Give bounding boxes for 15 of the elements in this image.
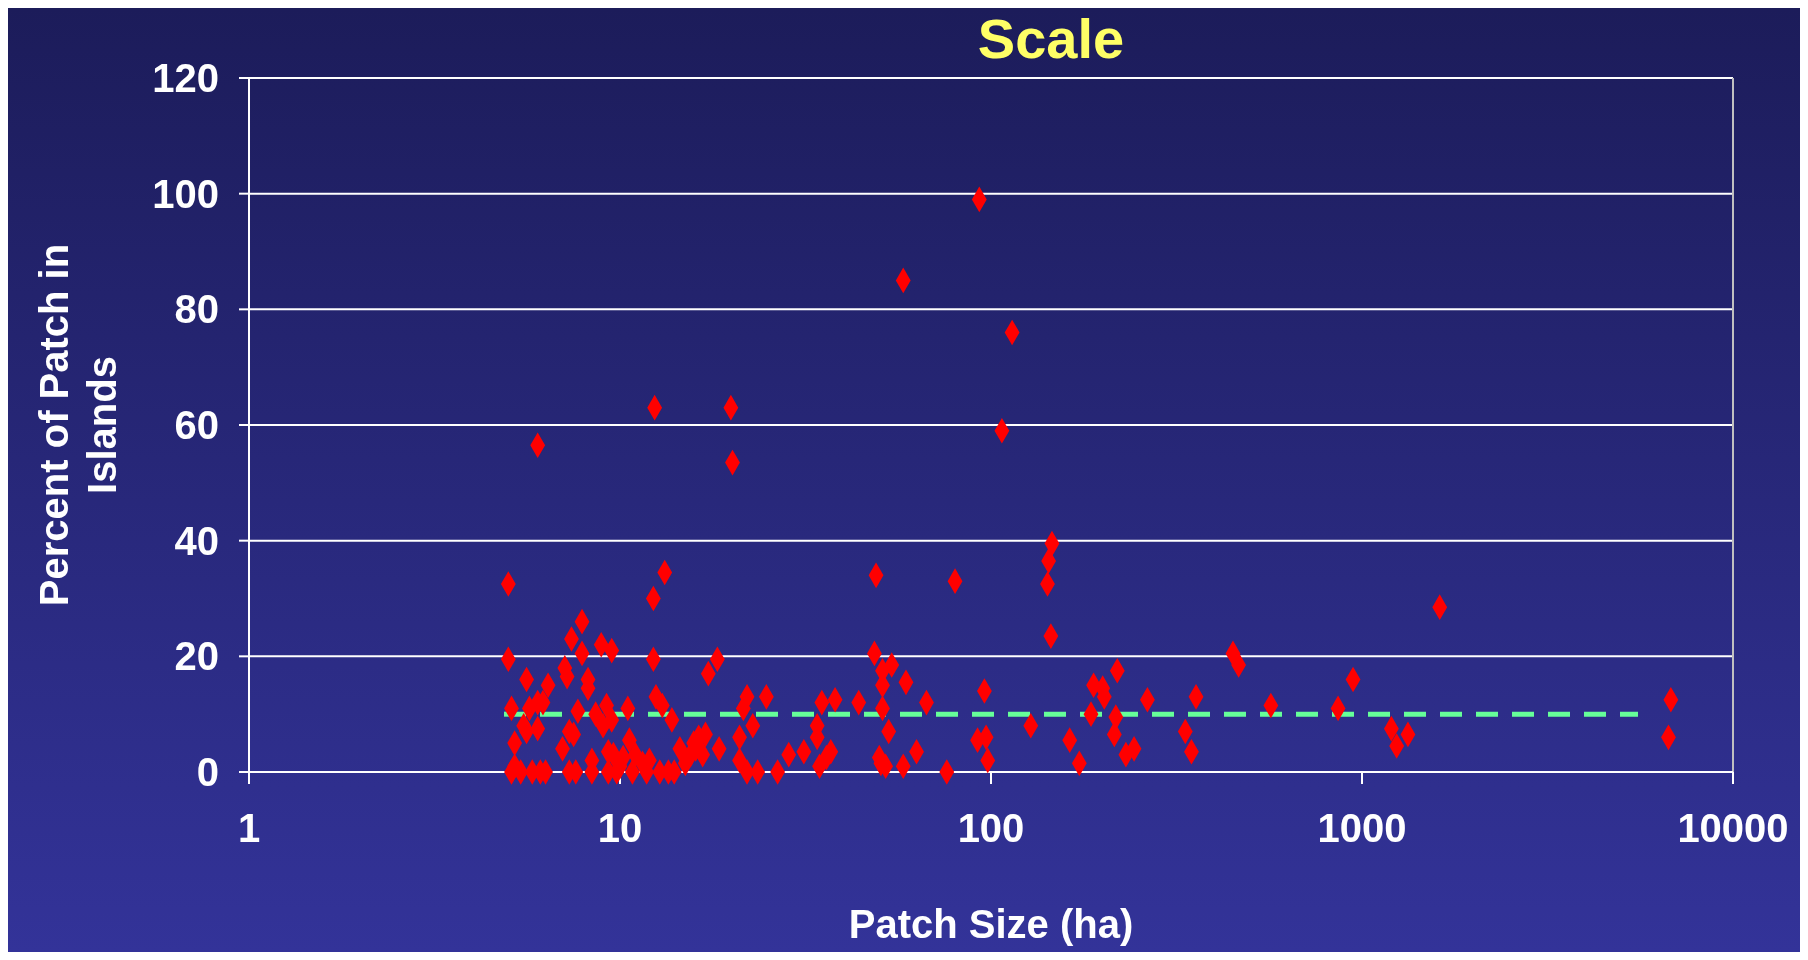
x-axis-title: Patch Size (ha) xyxy=(848,902,1134,946)
y-tick-label: 40 xyxy=(174,518,219,563)
y-tick-label: 120 xyxy=(152,56,219,100)
y-tick-label: 0 xyxy=(196,750,219,794)
x-tick-label: 1000 xyxy=(1317,806,1407,850)
x-tick-label: 10 xyxy=(597,806,643,850)
y-tick-label: 80 xyxy=(174,287,219,332)
x-tick-label: 10000 xyxy=(1677,806,1789,850)
y-tick-label: 100 xyxy=(152,171,219,216)
y-tick-label: 20 xyxy=(174,634,219,679)
chart-title: Scale xyxy=(977,7,1125,70)
y-axis-title: Percent of Patch in Islands xyxy=(32,243,124,607)
x-tick-label: 100 xyxy=(957,806,1025,850)
x-tick-label: 1 xyxy=(237,806,261,850)
y-tick-label: 60 xyxy=(174,403,219,447)
